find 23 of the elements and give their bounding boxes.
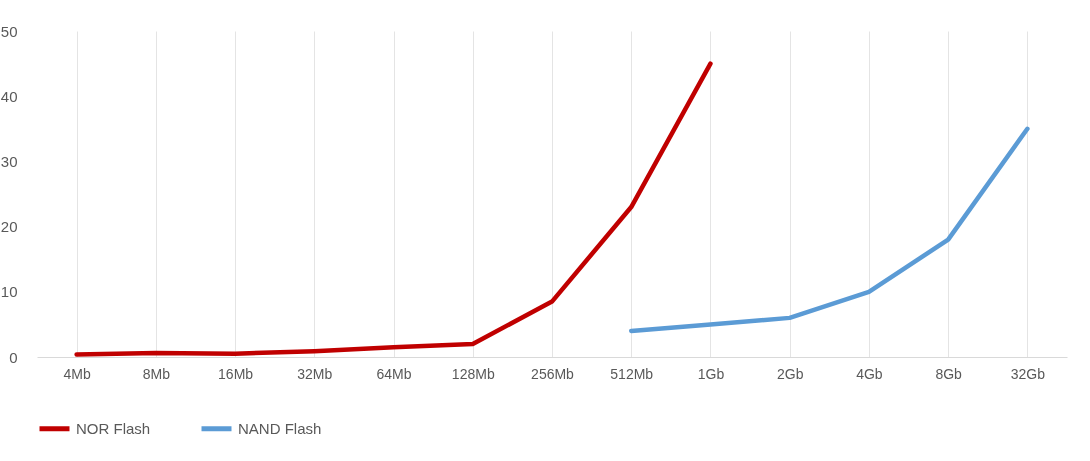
y-tick-label: 30 — [0, 152, 18, 170]
x-tick-label: 8Mb — [142, 365, 171, 382]
x-tick-label: 8Gb — [935, 365, 963, 382]
x-tick-label: 32Mb — [297, 365, 333, 382]
x-tick-label: 2Gb — [776, 365, 804, 382]
x-tick-label: 256Mb — [531, 365, 575, 382]
x-tick-label: 16Mb — [218, 365, 254, 382]
x-tick-label: 4Gb — [856, 365, 883, 382]
legend-label: NAND Flash — [238, 419, 322, 437]
legend-label: NOR Flash — [76, 419, 151, 437]
x-tick-label: 512Mb — [610, 365, 654, 382]
y-tick-label: 0 — [9, 348, 18, 366]
x-tick-label: 32Gb — [1010, 365, 1046, 382]
line-series — [628, 126, 1030, 334]
y-tick-label: 20 — [0, 218, 18, 236]
x-tick-label: 1Gb — [697, 365, 725, 382]
y-tick-label: 10 — [0, 283, 18, 301]
x-tick-label: 4Mb — [63, 365, 91, 382]
y-tick-label: 40 — [0, 87, 18, 105]
y-tick-label: 50 — [0, 22, 18, 40]
x-tick-label: 64Mb — [376, 365, 412, 382]
x-tick-label: 128Mb — [451, 365, 495, 382]
line-series — [74, 61, 713, 357]
